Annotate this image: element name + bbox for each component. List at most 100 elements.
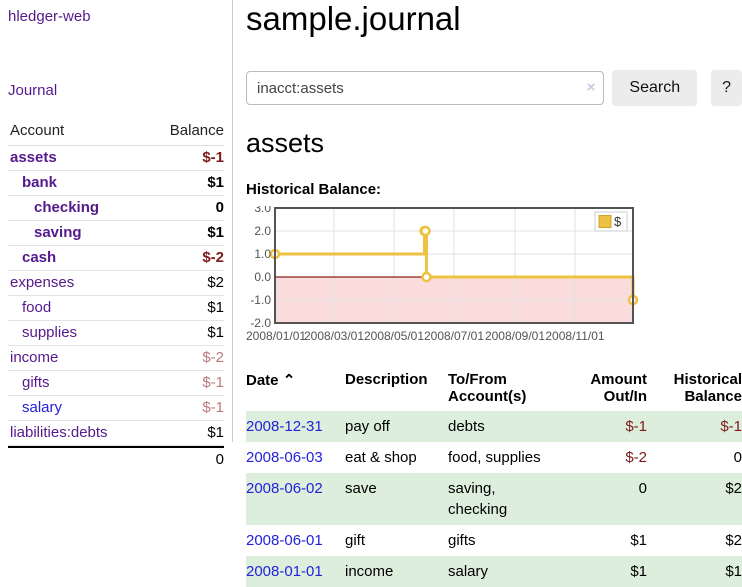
search-input[interactable] [246, 71, 605, 105]
date-column-header[interactable]: Date ⌃ [246, 372, 296, 389]
account-link-assets[interactable]: assets [10, 149, 57, 166]
account-balance: $1 [207, 299, 224, 316]
transaction-accounts-cell: saving, checking [448, 473, 557, 525]
account-balance: $-1 [202, 399, 224, 416]
account-balance: $-1 [202, 149, 224, 166]
account-link-liabilities-debts[interactable]: liabilities:debts [10, 424, 108, 441]
y-tick-label: -1.0 [250, 293, 271, 307]
description-column-header[interactable]: Description [345, 371, 428, 388]
sidebar: hledger-web Journal Account Balance asse… [0, 0, 233, 468]
data-point-marker[interactable] [421, 271, 432, 283]
chart-label: Historical Balance: [246, 181, 382, 198]
account-link-cash[interactable]: cash [22, 249, 57, 266]
x-tick-label: 2008/01/01 [246, 329, 306, 343]
transaction-balance-cell: 0 [733, 449, 742, 466]
legend-swatch [598, 215, 612, 228]
accounts-column-header[interactable]: To/From Account(s) [448, 371, 527, 405]
brand-link[interactable]: hledger-web [8, 8, 91, 25]
clear-search-icon[interactable]: × [586, 79, 596, 96]
accounts-table: Account Balance assets $-1 bank $1 checking 0… [8, 119, 224, 471]
transaction-date-link[interactable]: 2008-06-03 [246, 449, 323, 466]
sort-ascending-icon: ⌃ [282, 372, 296, 389]
transaction-date-cell: 2008-06-02 [246, 473, 345, 525]
sidebar-account-row: income $-2 [8, 346, 224, 371]
sidebar-account-row: liabilities:debts $1 [8, 421, 224, 446]
accounts-table-header: Account Balance [8, 119, 224, 146]
account-link-income[interactable]: income [10, 349, 59, 366]
transaction-date-cell: 2008-12-31 [246, 411, 345, 442]
search-bar: × Search ? [246, 70, 742, 106]
transaction-date-link[interactable]: 2008-06-01 [246, 532, 323, 549]
help-button[interactable]: ? [711, 70, 742, 106]
amount-column-header[interactable]: Amount Out/In [590, 371, 647, 405]
y-tick-label: 2.0 [254, 224, 271, 238]
transaction-description-cell: pay off [345, 411, 448, 442]
page-title: sample.journal [246, 0, 461, 37]
account-title: assets [246, 128, 325, 158]
transaction-date-cell: 2008-06-01 [246, 525, 345, 556]
account-link-bank[interactable]: bank [22, 174, 58, 191]
sidebar-account-row: checking 0 [8, 196, 224, 221]
sidebar-account-row: food $1 [8, 296, 224, 321]
account-balance: $1 [207, 424, 224, 441]
account-balance: $1 [207, 324, 224, 341]
account-link-supplies[interactable]: supplies [22, 324, 78, 341]
data-point-marker[interactable] [420, 225, 431, 237]
accounts-rows: assets $-1 bank $1 checking 0 saving $1 cash $-2 e… [8, 146, 224, 446]
transaction-accounts-cell: food, supplies [448, 449, 541, 466]
transaction-date-cell: 2008-06-03 [246, 442, 345, 473]
transaction-balance-cell: $2 [725, 532, 742, 549]
y-tick-label: -2.0 [250, 316, 271, 330]
transaction-amount-cell: $1 [557, 556, 647, 587]
register-row: 2008-06-03 eat & shop food, supplies $-2 0 [246, 442, 742, 473]
accounts-total-value: 0 [215, 451, 224, 468]
account-link-food[interactable]: food [22, 299, 52, 316]
account-link-salary[interactable]: salary [22, 399, 63, 416]
historical-balance-chart: $3.0 2.0 1.0 0.0 -1.0 -2.02008/01/012008/03/0… [246, 201, 639, 343]
plot-border [274, 207, 634, 324]
account-balance: $-2 [202, 349, 224, 366]
search-button[interactable]: Search [612, 70, 698, 106]
transaction-balance-cell: $2 [647, 473, 742, 525]
account-balance: $-1 [202, 374, 224, 391]
transaction-description-cell: income [345, 556, 448, 587]
sidebar-account-row: saving $1 [8, 221, 224, 246]
main-panel: sample.journal × Search ? assets Histori… [246, 0, 742, 587]
account-balance: 0 [215, 199, 224, 216]
transaction-amount-cell: $-1 [557, 411, 647, 442]
sidebar-item-journal[interactable]: Journal [8, 82, 58, 99]
account-balance: $-2 [202, 249, 224, 266]
account-link-checking[interactable]: checking [34, 199, 100, 216]
sidebar-account-row: assets $-1 [8, 146, 224, 171]
transaction-description-cell: gift [345, 532, 366, 549]
legend-label: $ [614, 214, 622, 229]
account-balance: $1 [207, 224, 224, 241]
y-tick-label: 1.0 [254, 247, 271, 261]
transaction-accounts-cell: salary [448, 556, 557, 587]
balance-column-header-main[interactable]: Historical Balance [673, 371, 742, 405]
transaction-balance-cell: $1 [647, 556, 742, 587]
y-tick-label: 3.0 [254, 206, 271, 215]
transaction-amount-cell: $1 [630, 532, 647, 549]
register-row: 2008-12-31 pay off debts $-1 $-1 [246, 411, 742, 442]
account-link-gifts[interactable]: gifts [22, 374, 50, 391]
x-tick-label: 2008/09/01 [485, 329, 545, 343]
sidebar-account-row: cash $-2 [8, 246, 224, 271]
transaction-date-link[interactable]: 2008-01-01 [246, 563, 323, 580]
transaction-description-cell: eat & shop [345, 449, 417, 466]
sidebar-account-row: gifts $-1 [8, 371, 224, 396]
register-row: 2008-06-01 gift gifts $1 $2 [246, 525, 742, 556]
x-tick-label: 2008/03/01 [304, 329, 364, 343]
transaction-date-link[interactable]: 2008-06-02 [246, 480, 323, 497]
account-balance: $2 [207, 274, 224, 291]
sidebar-account-row: salary $-1 [8, 396, 224, 421]
account-link-saving[interactable]: saving [34, 224, 82, 241]
account-link-expenses[interactable]: expenses [10, 274, 75, 291]
transaction-accounts-cell: debts [448, 411, 557, 442]
transaction-date-link[interactable]: 2008-12-31 [246, 418, 323, 435]
accounts-total-row: 0 [8, 446, 224, 471]
transaction-amount-cell: 0 [557, 473, 647, 525]
balance-column-header: Balance [169, 122, 224, 139]
register-header-row: Date ⌃ Description To/From Account(s) Am… [246, 369, 742, 411]
x-tick-label: 2008/05/01 [364, 329, 424, 343]
